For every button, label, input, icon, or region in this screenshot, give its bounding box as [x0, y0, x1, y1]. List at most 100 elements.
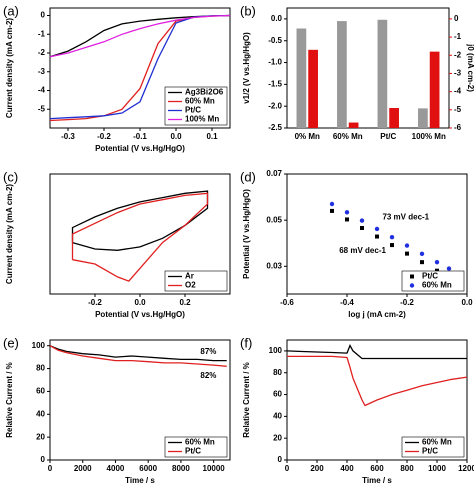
legend-label: Ar	[185, 272, 194, 281]
x-axis-label: Potential (V vs.Hg/HgO)	[95, 144, 185, 153]
panel-label: (a)	[3, 3, 19, 18]
legend-label: 60% Mn	[422, 438, 452, 447]
y-tick-label: -1.5	[268, 79, 282, 88]
legend-marker	[410, 274, 414, 279]
x-tick-label: -0.2	[97, 132, 111, 141]
y-tick-label: 40	[273, 411, 282, 420]
x-tick-label: 400	[340, 464, 354, 473]
annotation: 82%	[200, 371, 216, 380]
y2-tick-label: -4	[454, 87, 462, 96]
data-point	[434, 259, 440, 265]
legend-label: 60% Mn	[422, 281, 452, 290]
legend-marker	[409, 283, 415, 288]
y-tick-label: -0.5	[268, 36, 282, 45]
panel-label: (f)	[240, 335, 252, 350]
y-axis-label: Current density (mA cm-2)	[5, 184, 14, 285]
x-tick-label: 0.2	[179, 298, 191, 307]
y-axis-label: Current density (mA cm-2)	[5, 18, 14, 119]
data-line	[49, 14, 231, 58]
x-tick-label: 0.0	[170, 132, 182, 141]
x-tick-label: 1200	[458, 464, 474, 473]
data-point	[344, 210, 350, 215]
data-line	[49, 345, 227, 362]
x-tick-label: -0.6	[280, 298, 294, 307]
y-tick-label: -2.0	[268, 101, 282, 110]
bar	[308, 49, 318, 129]
legend-label: Pt/C	[185, 447, 201, 456]
x-tick-label: 0.1	[206, 132, 218, 141]
x-tick-label: 0.0	[461, 298, 473, 307]
y-tick-label: -4	[38, 86, 46, 95]
y-tick-label: 0.03	[266, 261, 282, 270]
y-axis-label: v1/2 (V vs.Hg/HgO)	[242, 32, 251, 104]
x-tick-label: -0.3	[61, 132, 75, 141]
x-axis-label: log j (mA cm-2)	[348, 310, 406, 319]
data-point	[446, 266, 452, 271]
x-axis-label: Potential (V vs.Hg/HgO)	[95, 310, 185, 319]
x-tick-label: 2000	[74, 464, 92, 473]
x-tick-label: -0.2	[88, 298, 102, 307]
legend-box	[164, 86, 228, 126]
data-line	[71, 192, 209, 282]
annotation: 73 mV dec-1	[382, 212, 429, 221]
legend-label: Pt/C	[185, 106, 201, 115]
panel-label: (c)	[3, 169, 18, 184]
y2-axis-label: j0 (mA cm-2)	[466, 43, 474, 92]
data-point	[374, 226, 380, 232]
data-point	[389, 235, 395, 240]
y-tick-label: 40	[36, 409, 45, 418]
y-tick-label: 0.0	[271, 14, 283, 23]
data-point	[435, 268, 439, 273]
y-tick-label: 60	[36, 387, 45, 396]
panel-label: (d)	[240, 169, 256, 184]
x-tick-label: 0	[285, 464, 290, 473]
data-line	[49, 345, 227, 367]
x-tick-label: -0.4	[340, 298, 354, 307]
x-tick-label: 0	[48, 464, 53, 473]
x-tick-label: 10000	[203, 464, 226, 473]
data-point	[345, 217, 349, 222]
x-tick-label: 1000	[428, 464, 446, 473]
y-tick-label: 100	[269, 346, 283, 355]
y2-tick-label: -1	[454, 32, 462, 41]
y2-tick-label: -5	[454, 105, 462, 114]
x-tick-label: 800	[400, 464, 414, 473]
bar	[337, 21, 347, 128]
legend-label: O2	[185, 281, 196, 290]
legend-label: Pt/C	[422, 447, 438, 456]
y2-tick-label: -2	[454, 50, 462, 59]
plot-frame	[286, 7, 450, 129]
x-tick-label: -0.2	[400, 298, 414, 307]
data-point	[419, 251, 425, 257]
legend-label: 60% Mn	[185, 438, 215, 447]
data-line	[71, 190, 209, 251]
data-point	[420, 260, 424, 265]
legend-label: 100% Mn	[185, 115, 219, 124]
y-axis-label: Potential (V vs.Hg/HgO)	[242, 189, 251, 279]
y-tick-label: -5	[38, 104, 46, 113]
bar	[418, 108, 428, 128]
y-tick-label: 20	[273, 433, 282, 442]
x-tick-label: 0% Mn	[295, 132, 320, 141]
y-tick-label: 0	[278, 455, 283, 464]
bar	[348, 122, 359, 128]
y2-tick-label: 0	[454, 14, 459, 23]
y-tick-label: -1.0	[268, 58, 282, 67]
x-axis-label: Time / s	[362, 476, 392, 485]
legend-label: Pt/C	[422, 272, 438, 281]
legend-label: 60% Mn	[185, 97, 215, 106]
data-point	[329, 201, 335, 207]
y-tick-label: 80	[273, 368, 282, 377]
y2-tick-label: -6	[454, 123, 462, 132]
x-tick-label: 60% Mn	[333, 132, 363, 141]
data-point	[359, 218, 365, 223]
annotation: 87%	[200, 347, 216, 356]
legend-label: Ag3Bi2O6	[185, 88, 224, 97]
x-axis-label: Time / s	[125, 476, 155, 485]
x-tick-label: 200	[310, 464, 324, 473]
y-tick-label: -1	[38, 29, 46, 38]
annotation: 68 mV dec-1	[339, 246, 386, 255]
legend-box	[164, 270, 228, 292]
x-tick-label: 600	[370, 464, 384, 473]
y-tick-label: 0	[41, 455, 46, 464]
